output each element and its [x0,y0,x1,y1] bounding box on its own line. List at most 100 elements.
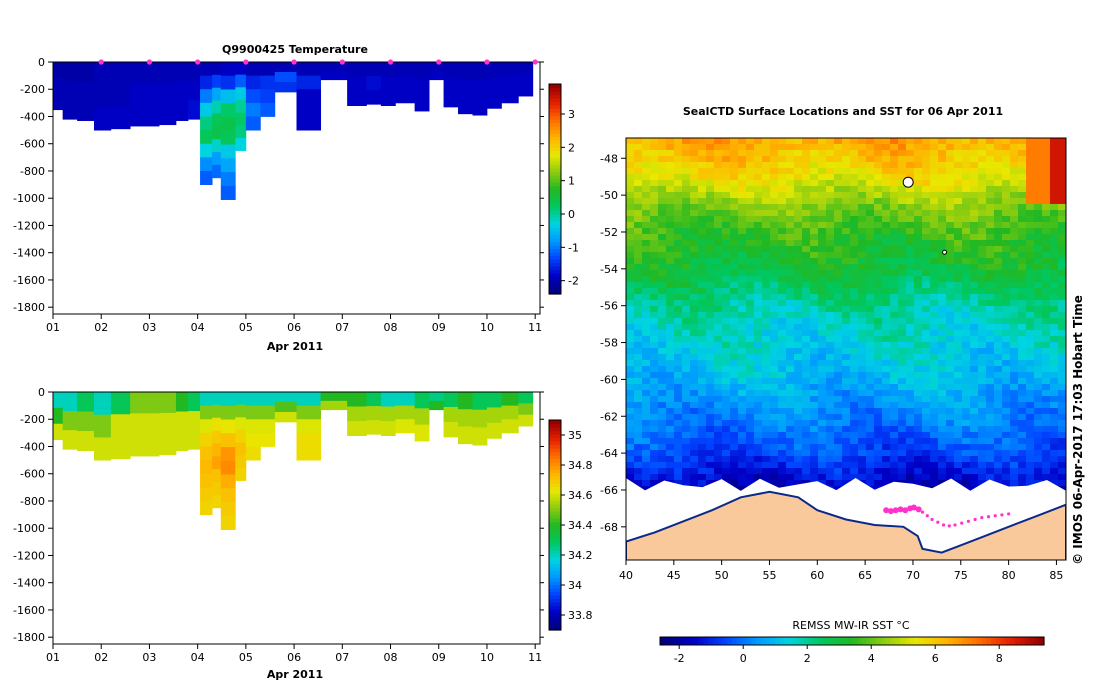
sst-cell [834,234,843,241]
sst-cell [746,192,755,199]
sst-cell [834,282,843,289]
sst-cell [666,378,675,385]
sst-cell [882,174,891,181]
sst-cell [826,456,835,463]
sst-cell [634,438,643,445]
sst-cell [1010,306,1019,313]
sst-cell [914,138,923,145]
sst-cell [922,264,931,271]
sst-cell [1026,414,1035,421]
sst-cell [906,234,915,241]
sst-cell [746,306,755,313]
sst-cell [706,306,715,313]
sst-cell [674,450,683,457]
sst-cell [626,468,635,475]
sst-cell [930,336,939,343]
sst-cell [890,468,899,475]
sst-cell [1026,318,1035,325]
sst-cell [842,180,851,187]
sst-cell [786,420,795,427]
sst-cell [1034,264,1043,271]
sst-cell [786,306,795,313]
sst-cell [850,210,859,217]
colorbar-segment [549,91,561,96]
sst-cell [1018,138,1027,145]
sst-cell [938,228,947,235]
sst-cell [722,192,731,199]
sst-cell [1018,414,1027,421]
sst-cell [1042,402,1051,409]
sst-cell [746,480,755,487]
sst-cell [818,180,827,187]
sst-cell [794,216,803,223]
sst-cell [762,228,771,235]
sst-cell [650,378,659,385]
sst-cell [1050,324,1059,331]
sst-cell [1034,144,1043,151]
sst-cell [994,300,1003,307]
sst-cell [1026,306,1035,313]
x-tick-label: 09 [432,321,446,334]
sst-cell [962,420,971,427]
sst-cell [714,252,723,259]
sst-cell [778,312,787,319]
sst-cell [786,240,795,247]
sst-cell [642,174,651,181]
x-tick-label: 11 [528,651,542,664]
sst-cell [866,240,875,247]
sst-cell [746,258,755,265]
sst-cell [642,216,651,223]
sst-cell [1002,168,1011,175]
sst-cell [682,192,691,199]
sst-cell [698,444,707,451]
sst-cell [938,324,947,331]
sst-cell [682,156,691,163]
sst-cell [650,444,659,451]
sst-cell [930,198,939,205]
sst-cell [682,330,691,337]
section-cell [347,421,367,436]
sst-cell [642,378,651,385]
sst-cell [690,456,699,463]
sst-cell [666,150,675,157]
sst-cell [802,390,811,397]
sst-cell [658,180,667,187]
colorbar-segment [549,532,561,537]
sst-cell [930,180,939,187]
sst-cell [930,360,939,367]
sst-cell [1058,156,1066,163]
section-cell [320,400,348,411]
sst-cell [866,468,875,475]
sst-cell [882,408,891,415]
sst-cell [650,312,659,319]
sst-cell [1058,378,1066,385]
sst-cell [850,462,859,469]
colorbar-segment [1039,637,1045,645]
sst-cell [890,234,899,241]
sst-cell [1058,360,1066,367]
section-cell [220,172,236,187]
sst-cell [706,360,715,367]
section-cell [175,411,189,432]
sst-cell [666,330,675,337]
antarctica-landmass [626,490,1066,560]
sst-cell [650,360,659,367]
sst-cell [858,228,867,235]
colorbar-segment [549,161,561,166]
sst-cell [842,360,851,367]
sst-cell [1002,390,1011,397]
sst-cell [954,252,963,259]
sst-cell [842,420,851,427]
sst-cell [786,186,795,193]
sst-cell [898,324,907,331]
sst-cell [818,294,827,301]
sst-cell [642,234,651,241]
sst-cell [954,210,963,217]
sst-cell [898,156,907,163]
section-cell [200,130,213,145]
sst-cell [650,474,659,481]
section-cell [220,117,236,132]
sst-cell [690,462,699,469]
section-cell [159,103,177,126]
sst-cell [818,258,827,265]
